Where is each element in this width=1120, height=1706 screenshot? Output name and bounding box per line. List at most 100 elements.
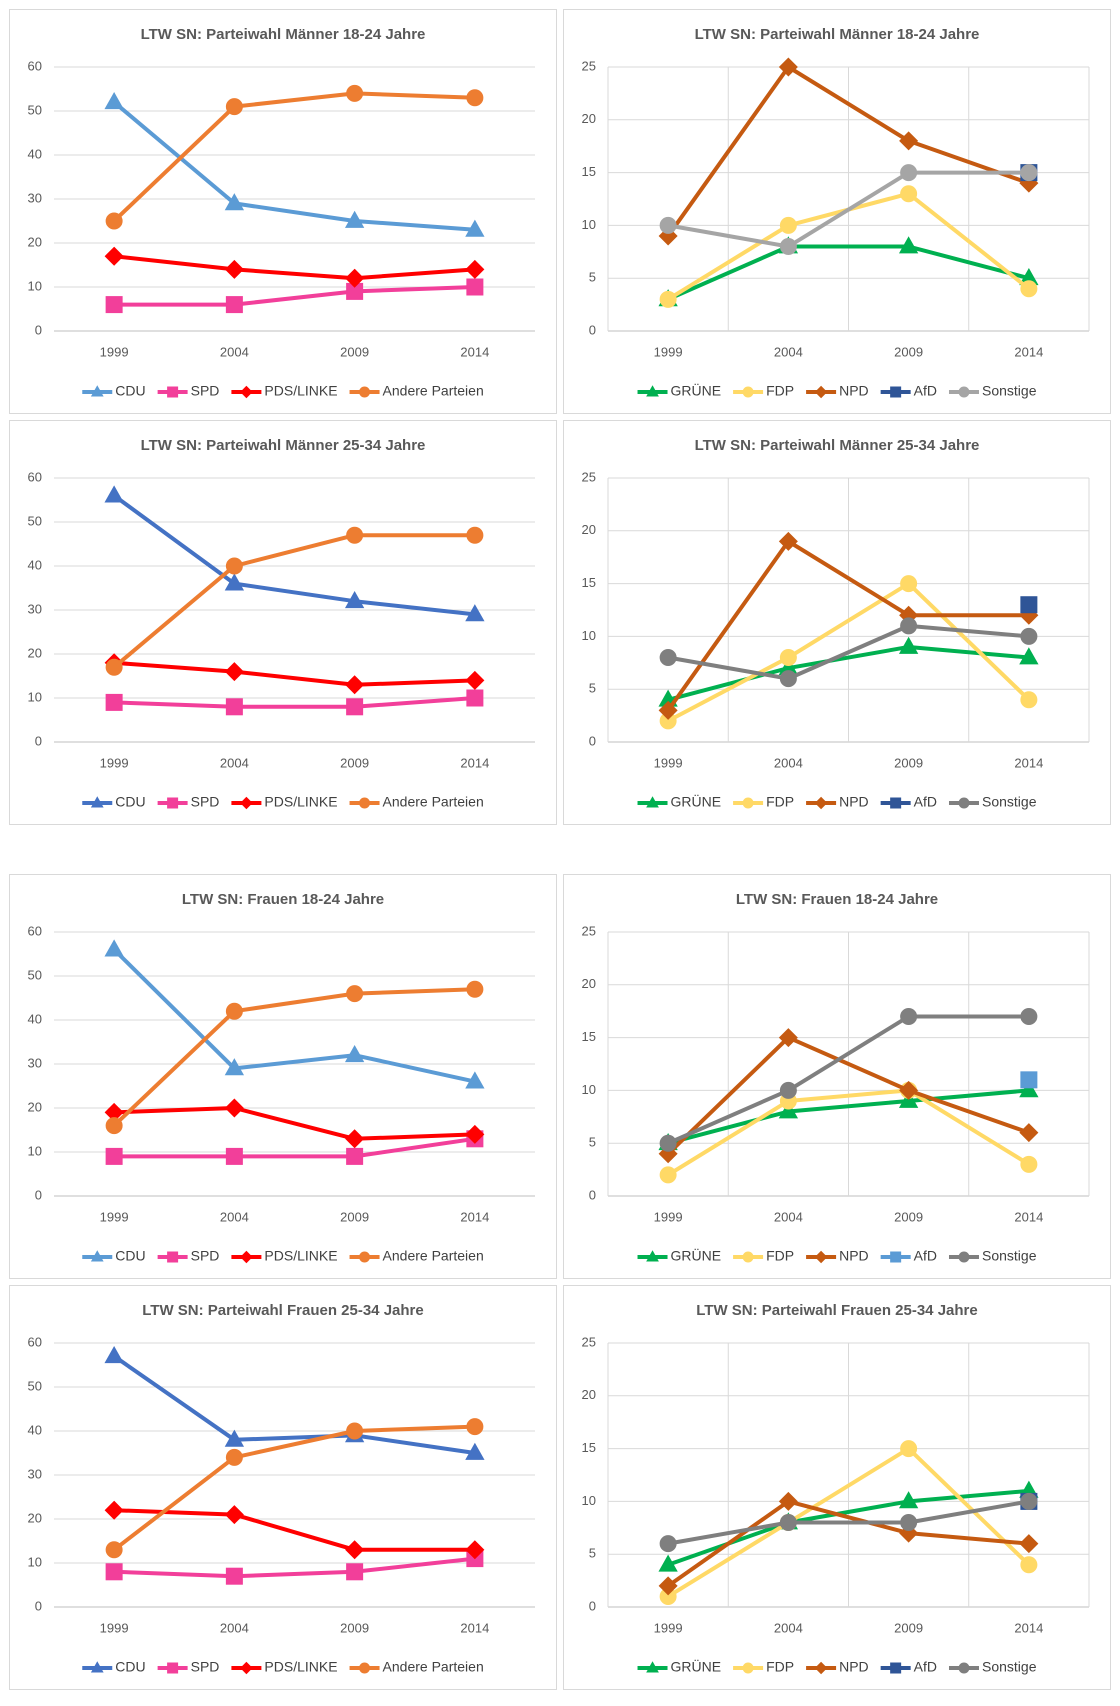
- marker: [465, 1540, 485, 1560]
- marker: [346, 1147, 364, 1165]
- legend-label: NPD: [839, 1248, 869, 1264]
- marker: [344, 590, 365, 609]
- x-tick-label: 2004: [774, 344, 803, 359]
- x-tick-label: 2004: [220, 755, 249, 770]
- legend-label: SPD: [191, 1248, 220, 1264]
- marker: [465, 670, 485, 690]
- panel-border: [563, 1285, 1111, 1690]
- legend-item: SPD: [157, 1659, 219, 1675]
- marker: [225, 296, 243, 314]
- chart-panel: LTW SN: Parteiwahl Männer 25-34 Jahre 0 10…: [9, 420, 557, 825]
- legend-label: PDS/LINKE: [264, 1248, 337, 1264]
- marker: [900, 1007, 918, 1025]
- y-tick-label: 40: [28, 557, 42, 572]
- legend-item: GRÜNE: [637, 382, 721, 399]
- series-line: [112, 533, 475, 669]
- x-tick-label: 1999: [100, 344, 129, 359]
- legend-item: Andere Parteien: [349, 383, 484, 399]
- marker: [1020, 1556, 1038, 1574]
- marker: [345, 675, 365, 695]
- marker: [659, 1166, 677, 1184]
- x-tick-label: 2004: [220, 1620, 249, 1635]
- marker: [958, 797, 970, 809]
- marker: [105, 212, 123, 230]
- marker: [90, 385, 104, 397]
- legend-label: Andere Parteien: [383, 1248, 484, 1264]
- marker: [346, 1422, 364, 1440]
- marker: [224, 1505, 244, 1525]
- y-tick-label: 10: [582, 217, 596, 232]
- y-tick-label: 15: [582, 1029, 596, 1044]
- x-tick-label: 1999: [654, 1620, 683, 1635]
- legend-label: Andere Parteien: [383, 794, 484, 810]
- legend-label: AfD: [914, 1248, 937, 1264]
- legend-item: SPD: [157, 794, 219, 810]
- legend-label: Sonstige: [982, 383, 1037, 399]
- marker: [224, 1429, 245, 1447]
- legend: CDU SPD PDS/LINKE Andere Parteien: [82, 383, 484, 399]
- marker: [90, 1661, 104, 1673]
- marker: [1020, 1007, 1038, 1025]
- marker: [167, 386, 179, 398]
- marker: [466, 689, 484, 707]
- legend-item: CDU: [82, 383, 146, 399]
- marker: [900, 1440, 918, 1458]
- marker: [1019, 1123, 1039, 1143]
- marker: [900, 164, 918, 182]
- chart-title: LTW SN: Parteiwahl Männer 18-24 Jahre: [695, 26, 980, 43]
- legend-label: NPD: [839, 1659, 869, 1675]
- marker: [105, 658, 123, 676]
- marker: [105, 1541, 123, 1559]
- legend-item: Andere Parteien: [349, 1659, 484, 1675]
- y-tick-label: 0: [35, 1598, 42, 1613]
- legend-item: FDP: [733, 794, 794, 810]
- chart-panel: LTW SN: Parteiwahl Männer 18-24 Jahre 0 10…: [9, 9, 557, 414]
- marker: [345, 268, 365, 288]
- marker: [658, 700, 678, 720]
- y-tick-label: 20: [28, 645, 42, 660]
- x-tick-label: 2004: [774, 755, 803, 770]
- y-tick-label: 25: [582, 1334, 596, 1349]
- legend-item: Sonstige: [948, 1248, 1037, 1264]
- marker: [898, 236, 919, 254]
- legend-label: PDS/LINKE: [264, 794, 337, 810]
- marker: [659, 1134, 677, 1152]
- marker: [466, 1418, 484, 1436]
- legend-item: Andere Parteien: [349, 794, 484, 810]
- y-tick-label: 5: [589, 1546, 596, 1561]
- series-line: [113, 254, 476, 281]
- series-line: [667, 1499, 1030, 1546]
- marker: [890, 1251, 902, 1263]
- marker: [1019, 647, 1039, 665]
- marker: [345, 1129, 365, 1149]
- y-tick-label: 30: [28, 1466, 42, 1481]
- marker: [105, 1117, 123, 1135]
- marker: [1020, 1071, 1038, 1089]
- legend-item: CDU: [82, 794, 146, 810]
- panel-border: [9, 420, 557, 825]
- series-line: [112, 1354, 476, 1455]
- marker: [225, 98, 243, 116]
- legend-label: AfD: [914, 383, 937, 399]
- marker: [659, 1535, 677, 1553]
- y-tick-label: 10: [582, 1493, 596, 1508]
- legend-item: GRÜNE: [637, 793, 721, 810]
- marker: [225, 1448, 243, 1466]
- marker: [90, 1250, 104, 1262]
- legend-label: Sonstige: [982, 794, 1037, 810]
- marker: [778, 57, 798, 77]
- series-line: [112, 987, 475, 1128]
- series-line: [667, 644, 1030, 702]
- marker: [659, 649, 677, 667]
- y-tick-label: 40: [28, 1011, 42, 1026]
- legend-label: SPD: [191, 383, 220, 399]
- panel-border: [563, 420, 1111, 825]
- y-tick-label: 50: [28, 513, 42, 528]
- y-tick-label: 20: [28, 1510, 42, 1525]
- marker: [104, 91, 124, 110]
- marker: [465, 259, 485, 279]
- y-tick-label: 20: [582, 111, 596, 126]
- marker: [224, 1098, 244, 1118]
- series-line: [114, 1106, 475, 1141]
- x-tick-label: 2014: [1014, 755, 1043, 770]
